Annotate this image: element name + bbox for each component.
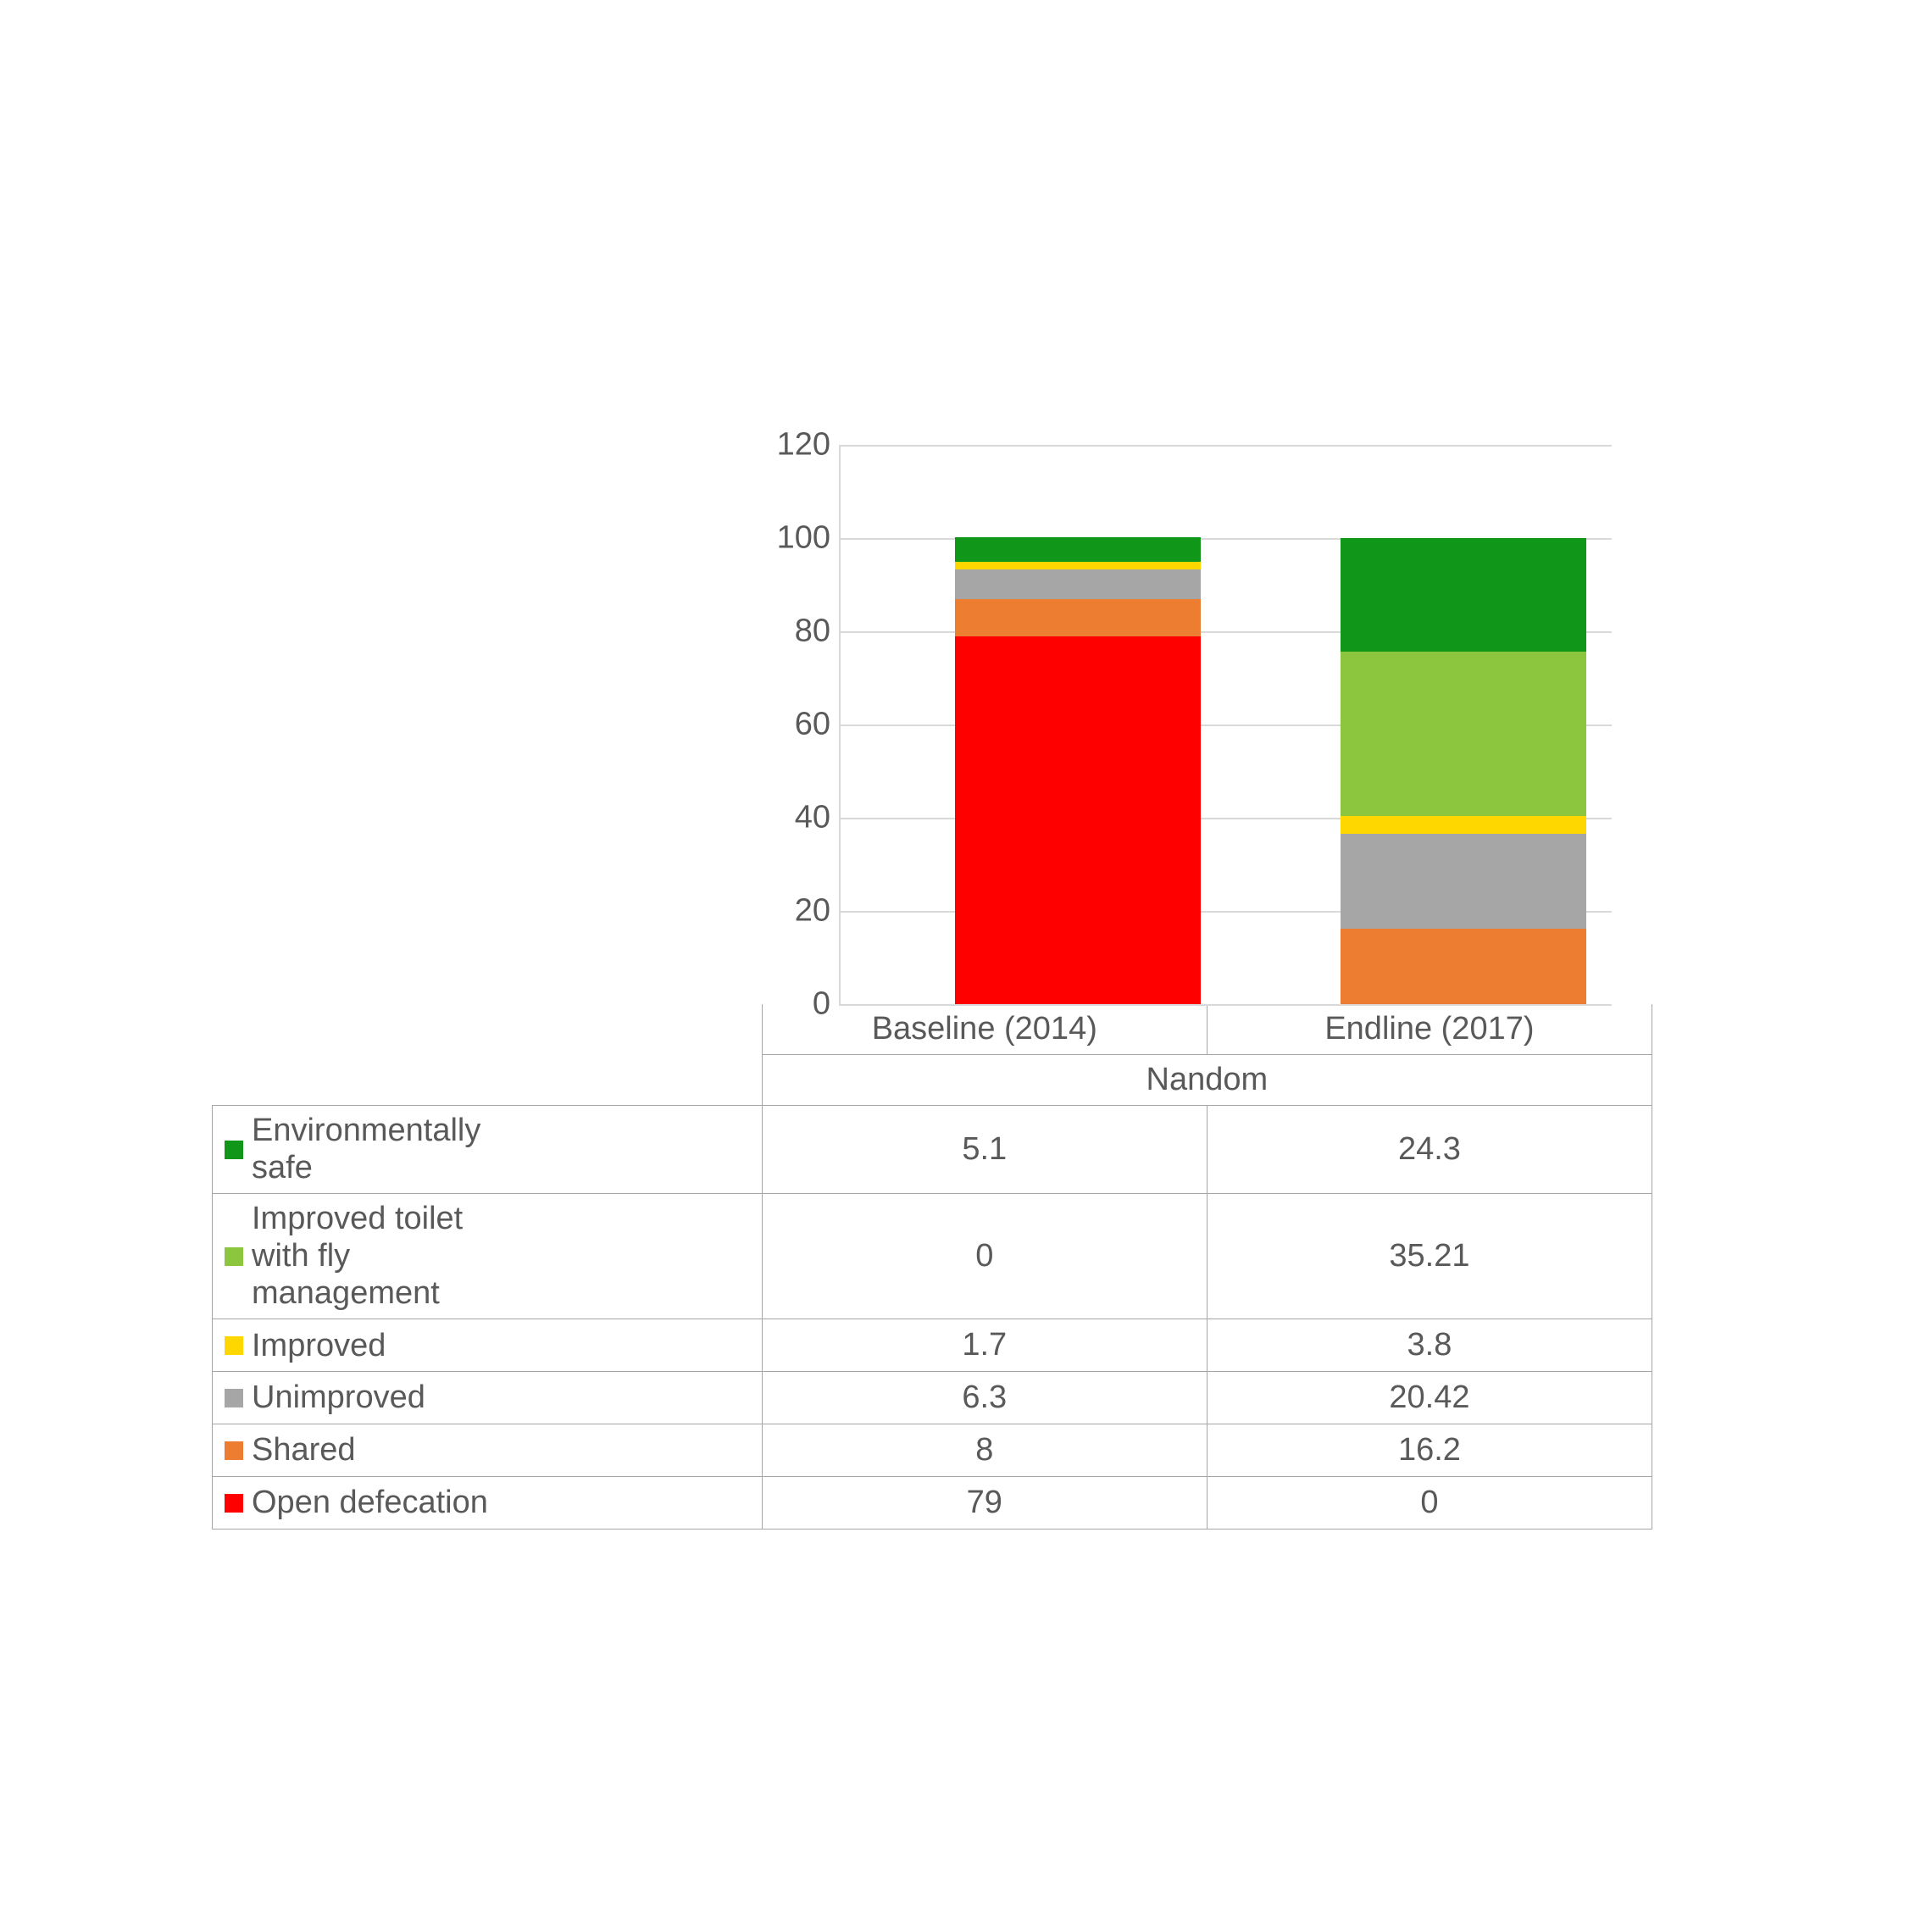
legend-cell-improved_fly: Improved toiletwith flymanagement: [213, 1194, 763, 1319]
data-cell: 0: [762, 1194, 1207, 1319]
y-tick-label: 120: [746, 427, 830, 464]
legend-label: Improved: [252, 1328, 386, 1365]
legend-cell-open_defecation: Open defecation: [213, 1476, 763, 1529]
data-cell: 8: [762, 1424, 1207, 1477]
bar-segment-open_defecation: [955, 636, 1201, 1005]
y-tick-label: 80: [746, 613, 830, 650]
y-tick-label: 60: [746, 707, 830, 743]
legend-swatch-icon: [225, 1247, 243, 1266]
legend-cell-unimproved: Unimproved: [213, 1372, 763, 1424]
data-cell: 20.42: [1207, 1372, 1652, 1424]
bar-segment-improved: [1341, 816, 1586, 834]
chart-container: 020406080100120 Baseline (2014) Endline …: [212, 445, 1652, 1530]
table-row: Unimproved 6.320.42: [213, 1372, 1652, 1424]
table-row: Shared 816.2: [213, 1424, 1652, 1477]
bar-segment-env_safe: [1341, 538, 1586, 652]
y-tick-label: 100: [746, 520, 830, 557]
stacked-bar: [1341, 538, 1586, 1004]
bar-segment-unimproved: [955, 569, 1201, 599]
data-cell: 0: [1207, 1476, 1652, 1529]
legend-cell-env_safe: Environmentallysafe: [213, 1106, 763, 1194]
plot-region: [839, 445, 1612, 1006]
bar-segment-improved: [955, 562, 1201, 569]
stacked-bar: [955, 537, 1201, 1004]
legend-label: Open defecation: [252, 1485, 488, 1522]
category-header-1: Endline (2017): [1207, 1004, 1652, 1055]
table-row: Improved 1.73.8: [213, 1319, 1652, 1372]
legend-label: Shared: [252, 1432, 356, 1469]
data-cell: 1.7: [762, 1319, 1207, 1372]
bar-segment-env_safe: [955, 537, 1201, 561]
bar-segment-unimproved: [1341, 834, 1586, 929]
data-cell: 24.3: [1207, 1106, 1652, 1194]
table-row: Environmentallysafe 5.124.3: [213, 1106, 1652, 1194]
header-row-group: Nandom: [213, 1055, 1652, 1106]
legend-label: Environmentallysafe: [252, 1113, 480, 1186]
data-cell: 35.21: [1207, 1194, 1652, 1319]
legend-swatch-icon: [225, 1494, 243, 1513]
bar-segment-shared: [955, 599, 1201, 636]
y-tick-label: 40: [746, 800, 830, 836]
legend-swatch-icon: [225, 1441, 243, 1460]
legend-label: Unimproved: [252, 1380, 425, 1417]
table-row: Improved toiletwith flymanagement 035.21: [213, 1194, 1652, 1319]
data-cell: 16.2: [1207, 1424, 1652, 1477]
gridline: [841, 445, 1612, 447]
chart-plot-area: 020406080100120: [746, 445, 1610, 1004]
legend-swatch-icon: [225, 1336, 243, 1355]
data-cell: 6.3: [762, 1372, 1207, 1424]
legend-cell-shared: Shared: [213, 1424, 763, 1477]
legend-cell-improved: Improved: [213, 1319, 763, 1372]
legend-swatch-icon: [225, 1389, 243, 1407]
data-cell: 5.1: [762, 1106, 1207, 1194]
y-tick-label: 0: [746, 986, 830, 1023]
data-table: Baseline (2014) Endline (2017) Nandom En…: [212, 1004, 1652, 1530]
group-label: Nandom: [762, 1055, 1652, 1106]
bar-segment-shared: [1341, 929, 1586, 1004]
legend-label: Improved toiletwith flymanagement: [252, 1201, 463, 1312]
data-cell: 3.8: [1207, 1319, 1652, 1372]
bar-segment-improved_fly: [1341, 652, 1586, 816]
table-row: Open defecation 790: [213, 1476, 1652, 1529]
y-tick-label: 20: [746, 893, 830, 930]
legend-swatch-icon: [225, 1141, 243, 1159]
data-cell: 79: [762, 1476, 1207, 1529]
header-row-categories: Baseline (2014) Endline (2017): [213, 1004, 1652, 1055]
